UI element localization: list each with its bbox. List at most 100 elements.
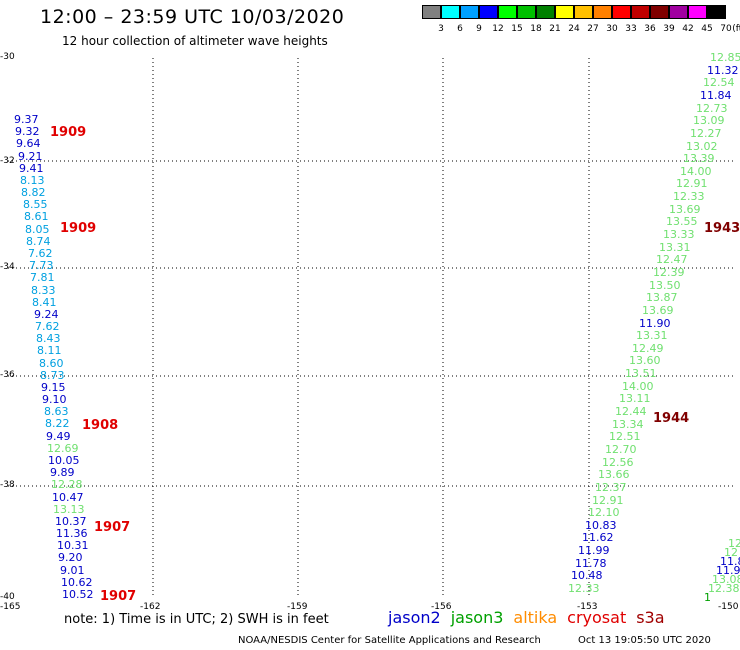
wave-height-value: 13.51 <box>625 367 657 380</box>
footer-timestamp: Oct 13 19:05:50 UTC 2020 <box>578 635 711 646</box>
longitude-label: -156 <box>431 602 452 612</box>
latitude-label: -32 <box>0 156 15 166</box>
wave-height-value: 9.20 <box>58 551 83 564</box>
satellite-altika-label: altika <box>513 608 558 627</box>
wave-height-value: 12.73 <box>696 102 728 115</box>
wave-height-value: 10.83 <box>585 519 617 532</box>
revolution-label: 1944 <box>653 411 690 426</box>
wave-height-value: 8.73 <box>40 369 65 382</box>
wave-height-value: 13.55 <box>666 215 698 228</box>
wave-height-value: 9.41 <box>19 162 44 175</box>
wave-height-value: 7.62 <box>28 247 53 260</box>
wave-height-value: 9.32 <box>15 125 40 138</box>
satellite-jason2-label: jason2 <box>388 608 441 627</box>
legend-swatch <box>517 5 536 19</box>
wave-height-value: 13.08 <box>712 573 740 586</box>
legend-swatch <box>669 5 688 19</box>
wave-height-value: 12.10 <box>588 506 620 519</box>
legend-label: 3 <box>438 24 444 34</box>
wave-height-value: 10.31 <box>57 539 89 552</box>
wave-height-value: 13.13 <box>53 503 85 516</box>
legend-swatch <box>574 5 593 19</box>
wave-height-value: 12.69 <box>47 442 79 455</box>
wave-height-value: 8.22 <box>45 417 70 430</box>
wave-height-value: 13.69 <box>669 203 701 216</box>
revolution-label: 1909 <box>50 125 87 140</box>
wave-height-value: 12.28 <box>51 478 83 491</box>
revolution-label: 1907 <box>100 589 137 604</box>
wave-height-value: 9.01 <box>60 564 85 577</box>
wave-height-value: 14.00 <box>680 165 712 178</box>
wave-height-value: 7.73 <box>29 259 54 272</box>
legend-swatch <box>612 5 631 19</box>
wave-height-value: 13.31 <box>659 241 691 254</box>
wave-height-value: 7.62 <box>35 320 60 333</box>
legend-label: 30 <box>606 24 618 34</box>
wave-height-value: 12 <box>728 537 740 550</box>
wave-height-value: 10.52 <box>62 588 94 601</box>
wave-height-value: 12.54 <box>703 76 735 89</box>
wave-height-value: 12.39 <box>653 266 685 279</box>
wave-height-value: 12.70 <box>605 443 637 456</box>
latitude-label: -40 <box>0 592 15 602</box>
wave-height-value: 10.47 <box>52 491 84 504</box>
legend-label: 6 <box>457 24 463 34</box>
wave-height-value: 8.05 <box>25 223 50 236</box>
wave-height-value: 13.02 <box>686 140 718 153</box>
legend-swatch <box>460 5 479 19</box>
wave-height-value: 10.05 <box>48 454 80 467</box>
legend-label: 15 <box>511 24 523 34</box>
longitude-label: -150 <box>718 602 739 612</box>
legend-swatch <box>593 5 612 19</box>
footer-credit: NOAA/NESDIS Center for Satellite Applica… <box>238 635 541 646</box>
satellite-s3a-label: s3a <box>636 608 665 627</box>
wave-height-value: 13.09 <box>693 114 725 127</box>
wave-height-value: 12.44 <box>615 405 647 418</box>
legend-label: 21 <box>549 24 561 34</box>
longitude-label: -165 <box>0 602 21 612</box>
legend-swatch <box>536 5 555 19</box>
wave-height-value: 8.60 <box>39 357 64 370</box>
map-title: 12:00 – 23:59 UTC 10/03/2020 <box>40 6 345 28</box>
wave-height-value: 13.39 <box>683 152 715 165</box>
legend-label: 9 <box>476 24 482 34</box>
wave-height-value: 12.33 <box>568 582 600 595</box>
longitude-label: -162 <box>140 602 161 612</box>
wave-height-value: 10.48 <box>571 569 603 582</box>
wave-height-value: 12.37 <box>595 481 627 494</box>
wave-height-value: 8.33 <box>31 284 56 297</box>
wave-height-value: 9.15 <box>41 381 66 394</box>
wave-height-value: 9.49 <box>46 430 71 443</box>
legend-label: 70 <box>720 24 732 34</box>
longitude-label: -153 <box>577 602 598 612</box>
legend-label: 24 <box>568 24 580 34</box>
wave-height-value: 13.50 <box>649 279 681 292</box>
wave-height-value: 8.13 <box>20 174 45 187</box>
wave-height-value: 9.21 <box>18 150 43 163</box>
wave-height-value: 12.56 <box>602 456 634 469</box>
legend-swatch <box>688 5 707 19</box>
footer-note: note: 1) Time is in UTC; 2) SWH is in fe… <box>64 612 329 627</box>
wave-height-value: 13.60 <box>629 354 661 367</box>
legend-unit: (ft) <box>732 24 740 34</box>
wave-height-value: 10.62 <box>61 576 93 589</box>
latitude-label: -34 <box>0 262 15 272</box>
wave-height-value: 13.69 <box>642 304 674 317</box>
longitude-label: -159 <box>287 602 308 612</box>
wave-height-value: 11.78 <box>575 557 607 570</box>
wave-height-value: 8.55 <box>23 198 48 211</box>
legend-swatch <box>441 5 460 19</box>
latitude-label: -36 <box>0 370 15 380</box>
satellite-key: jason2 jason3 altika cryosat s3a <box>388 608 675 627</box>
wave-height-value: 8.74 <box>26 235 51 248</box>
wave-height-value: 11.36 <box>56 527 88 540</box>
wave-height-value: 13.34 <box>612 418 644 431</box>
legend-label: 27 <box>587 24 599 34</box>
legend-label: 33 <box>625 24 637 34</box>
map-subtitle: 12 hour collection of altimeter wave hei… <box>62 34 328 48</box>
wave-height-value: 12.47 <box>656 253 688 266</box>
revolution-label: 1943 <box>704 221 740 236</box>
legend-label: 36 <box>644 24 656 34</box>
legend-swatch <box>479 5 498 19</box>
